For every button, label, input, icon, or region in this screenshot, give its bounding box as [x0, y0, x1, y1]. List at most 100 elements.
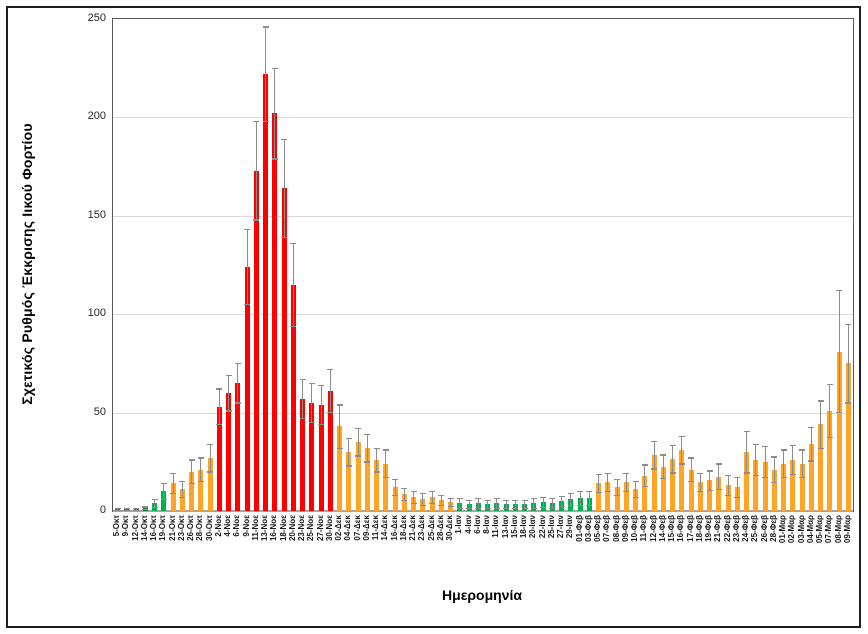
x-tick-label: 14-Δεκ [380, 515, 390, 541]
bar-10-Φεβ [633, 489, 639, 511]
bar-08-Φεβ [614, 487, 620, 511]
x-tick-label: 01-Φεβ [574, 515, 584, 542]
error-bar [422, 493, 424, 506]
error-bar-cap [558, 505, 565, 507]
x-tick-label: 14-Φεβ [657, 515, 667, 542]
error-bar-cap [725, 494, 732, 497]
error-bar-cap [678, 435, 685, 438]
error-bar-cap [271, 67, 278, 70]
x-tick-label: 29-Ιαν [565, 515, 575, 539]
error-bar-cap [493, 507, 500, 509]
x-tick-label: 28-Φεβ [768, 515, 778, 542]
error-bar-cap [503, 499, 510, 502]
error-bar [292, 243, 294, 326]
x-tick-label: 03-Μαρ [796, 515, 806, 544]
bar-9-Νοε [244, 266, 250, 511]
x-tick-label: 15-Ιαν [509, 515, 519, 539]
bar-24-Φεβ [744, 451, 750, 511]
error-bar [514, 500, 516, 509]
error-bar-cap [752, 475, 759, 477]
error-bar [542, 497, 544, 508]
error-bar-cap [234, 362, 241, 365]
error-bar-cap [660, 478, 667, 480]
bar-11-Δεκ [374, 459, 380, 511]
x-axis-line [113, 510, 853, 512]
x-tick-label: 9-Νοε [241, 515, 251, 537]
error-bar-cap [160, 498, 167, 501]
error-bar-cap [188, 482, 195, 485]
error-bar [570, 493, 572, 506]
x-tick-label: 4-Ιαν [463, 515, 473, 534]
bar-07-Δεκ [355, 442, 361, 511]
bar-2-Νοε [216, 406, 222, 511]
error-bar [653, 441, 655, 469]
error-bar-cap [623, 490, 630, 493]
error-bar-cap [456, 497, 463, 500]
bar-16-Δεκ [392, 487, 398, 511]
bar-28-Οκτ [198, 469, 204, 511]
error-bar-cap [540, 496, 547, 499]
bar-11-Φεβ [642, 475, 648, 511]
x-tick-label: 26-Φεβ [759, 515, 769, 542]
error-bar-cap [604, 490, 611, 493]
error-bar-cap [678, 463, 685, 465]
error-bar-cap [577, 504, 584, 506]
error-bar [329, 369, 331, 413]
error-bar [598, 474, 600, 493]
error-bar-cap [355, 455, 362, 457]
error-bar-cap [290, 242, 297, 245]
error-bar-cap [234, 402, 241, 404]
error-bar [829, 384, 831, 438]
error-bar-cap [817, 447, 824, 449]
error-bar-cap [549, 497, 556, 500]
error-bar-cap [308, 382, 315, 384]
x-tick-label: 25-Δεκ [426, 515, 436, 541]
error-bar-cap [299, 378, 306, 381]
bar-16-Φεβ [679, 449, 685, 511]
error-bar-cap [151, 498, 158, 501]
error-bar [487, 500, 489, 509]
error-bar [616, 479, 618, 496]
x-tick-label: 2-Νοε [213, 515, 223, 537]
error-bar-cap [382, 449, 389, 451]
x-tick-label: 09-Δεκ [361, 515, 371, 541]
error-bar-cap [614, 494, 621, 497]
error-bar-cap [734, 496, 741, 499]
error-bar [191, 459, 193, 484]
x-tick-label: 25-Νοε [306, 515, 316, 542]
error-bar-cap [447, 497, 454, 500]
x-tick-label: 21-Δεκ [408, 515, 418, 541]
error-bar-cap [123, 509, 130, 511]
y-tick-label: 0 [99, 504, 106, 516]
error-bar-cap [281, 236, 288, 239]
bar-25-Φεβ [753, 459, 759, 511]
x-tick-label: 28-Δεκ [435, 515, 445, 541]
error-bar-cap [410, 502, 417, 505]
gridline [113, 117, 853, 119]
error-bar-cap [262, 120, 269, 123]
bar-02-Μαρ [790, 459, 796, 511]
error-bar [283, 139, 285, 238]
error-bar [265, 26, 267, 122]
error-bar [783, 449, 785, 478]
error-bar-cap [401, 487, 408, 490]
error-bar-cap [743, 430, 750, 433]
bar-4-Νοε [226, 392, 232, 511]
error-bar-cap [456, 507, 463, 509]
error-bar-cap [382, 477, 389, 479]
error-bar-cap [586, 504, 593, 506]
error-bar-cap [216, 388, 223, 390]
x-tick-label: 02-Μαρ [787, 515, 797, 544]
x-tick-label: 05-Μαρ [815, 515, 825, 544]
error-bar [394, 479, 396, 496]
bar-25-Νοε [309, 402, 315, 511]
x-axis-title: Ημερομηνία [442, 587, 522, 603]
bar-01-Μαρ [781, 463, 787, 511]
error-bar [385, 449, 387, 478]
bar-02-Δεκ [337, 426, 343, 511]
x-tick-label: 21-Φεβ [713, 515, 723, 542]
error-bar [274, 68, 276, 159]
y-tick-label: 150 [87, 208, 106, 221]
error-bar-cap [651, 440, 658, 443]
error-bar [607, 473, 609, 492]
